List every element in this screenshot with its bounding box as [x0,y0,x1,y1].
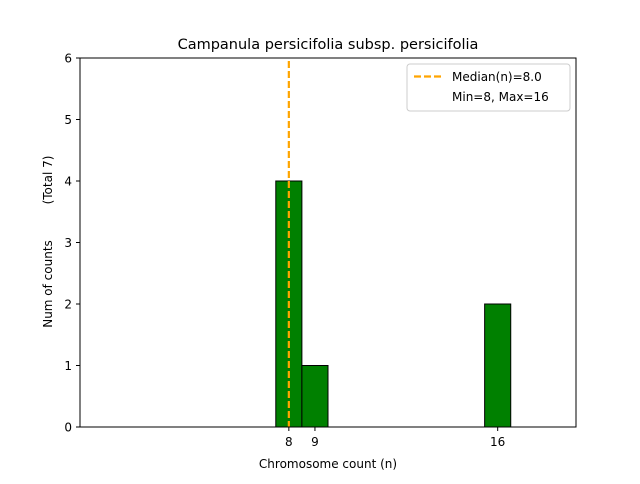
x-axis-ticks: 8 9 16 [285,427,505,449]
bar-n-16 [484,303,512,428]
legend-entry-range: Min=8, Max=16 [452,90,549,104]
y-tick-label: 6 [64,52,72,66]
y-tick-label: 5 [64,113,72,127]
y-tick-label: 2 [64,298,72,312]
x-tick-label: 8 [285,435,293,449]
y-axis-total-label: (Total 7) [41,156,55,205]
y-tick-label: 3 [64,236,72,250]
x-tick-label: 9 [311,435,319,449]
y-axis-label: Num of counts [41,240,55,328]
legend-frame [406,63,571,112]
chart-title: Campanula persicifolia subsp. persicifol… [178,37,479,53]
legend: Median(n)=8.0 Min=8, Max=16 [406,63,571,112]
y-tick-label: 0 [64,421,72,435]
y-tick-label: 4 [64,175,72,189]
x-axis-label: Chromosome count (n) [259,457,397,471]
y-axis-ticks: 0 1 2 3 4 5 6 [64,52,80,435]
legend-entry-median: Median(n)=8.0 [452,70,542,84]
bar-n-9 [301,365,329,428]
x-tick-label: 16 [490,435,505,449]
y-tick-label: 1 [64,359,72,373]
